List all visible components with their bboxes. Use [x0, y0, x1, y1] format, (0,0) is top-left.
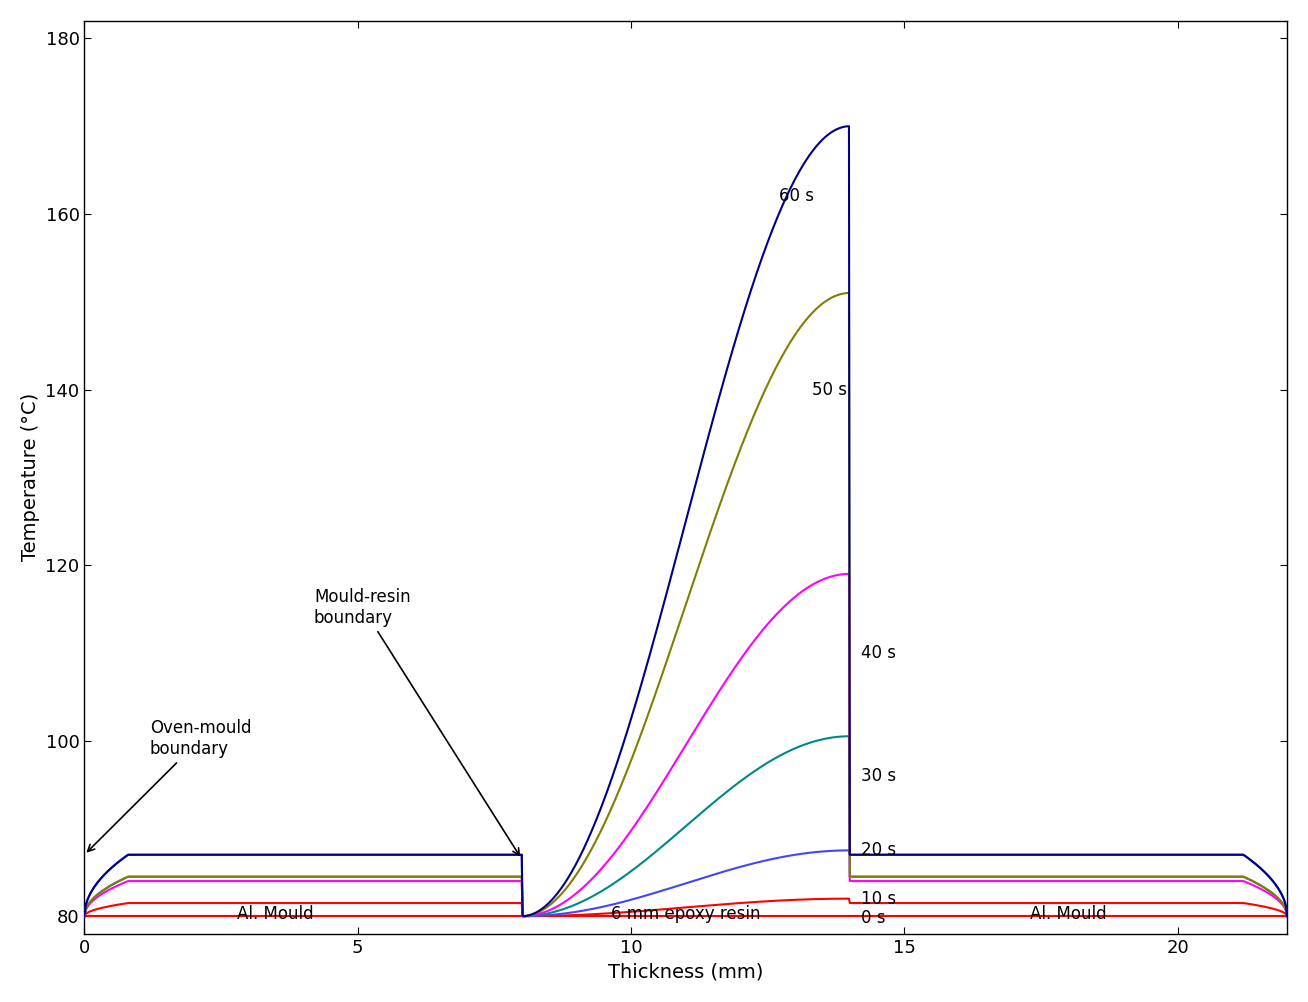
Y-axis label: Temperature (°C): Temperature (°C): [21, 393, 39, 561]
Text: 40 s: 40 s: [861, 644, 896, 662]
Text: 10 s: 10 s: [861, 890, 896, 908]
Text: Oven-mould
boundary: Oven-mould boundary: [88, 719, 251, 852]
Text: 6 mm epoxy resin: 6 mm epoxy resin: [611, 905, 760, 923]
Text: Mould-resin
boundary: Mould-resin boundary: [314, 588, 519, 856]
Text: 30 s: 30 s: [861, 767, 896, 785]
Text: 50 s: 50 s: [811, 381, 846, 399]
Text: Al. Mould: Al. Mould: [1031, 905, 1107, 923]
Text: 0 s: 0 s: [861, 909, 886, 927]
X-axis label: Thickness (mm): Thickness (mm): [608, 962, 764, 981]
Text: 20 s: 20 s: [861, 842, 896, 860]
Text: 60 s: 60 s: [778, 187, 814, 205]
Text: Al. Mould: Al. Mould: [238, 905, 314, 923]
